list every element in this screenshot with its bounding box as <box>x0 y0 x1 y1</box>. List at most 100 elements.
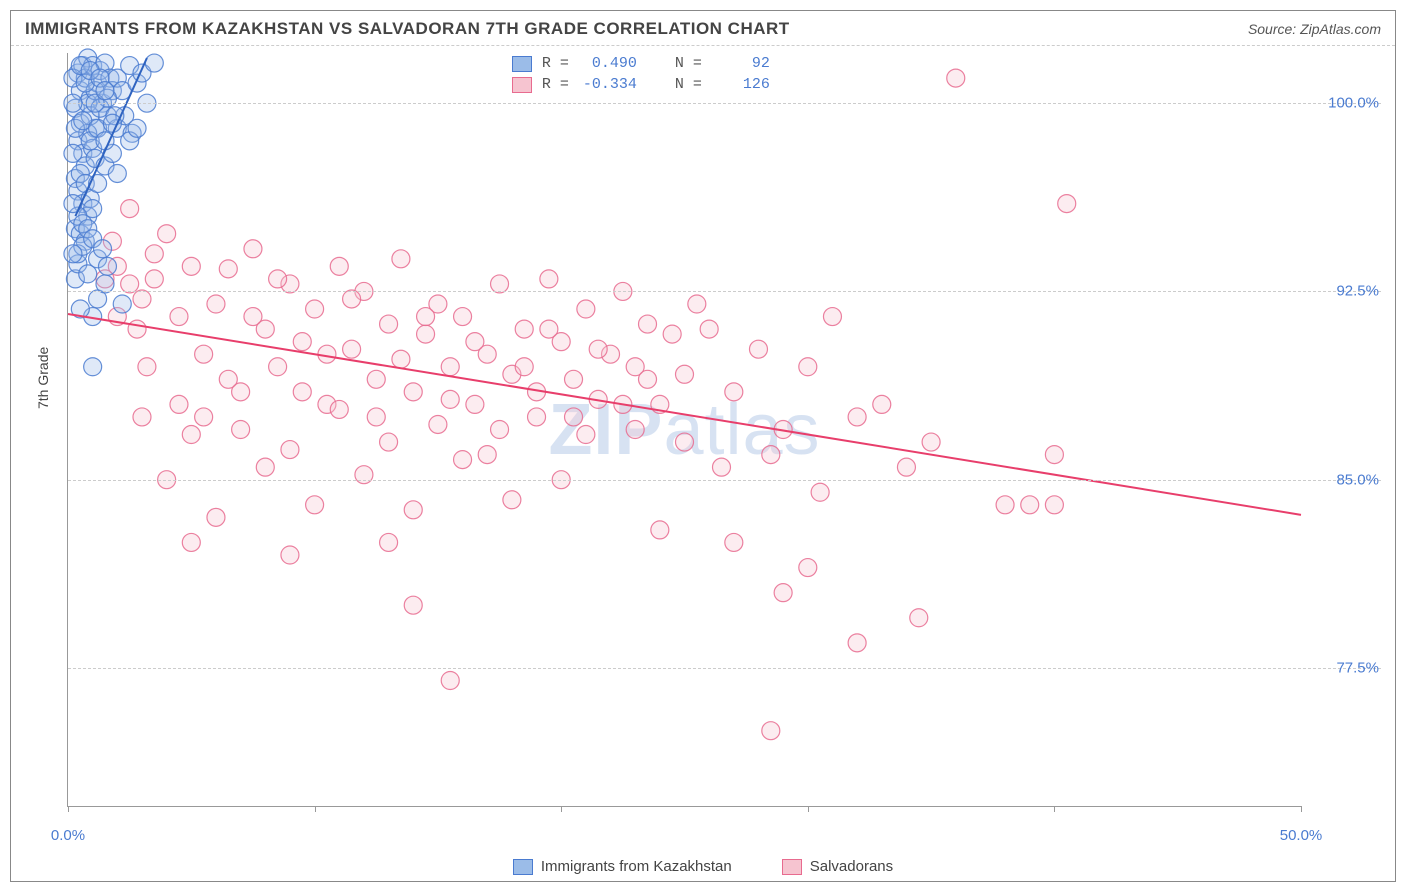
scatter-point <box>441 672 459 690</box>
scatter-point <box>429 415 447 433</box>
scatter-point <box>441 358 459 376</box>
source-attribution: Source: ZipAtlas.com <box>1248 21 1381 37</box>
trend-line <box>68 314 1301 515</box>
scatter-point <box>848 408 866 426</box>
scatter-point <box>158 225 176 243</box>
gridline-h <box>68 668 1381 669</box>
scatter-point <box>454 451 472 469</box>
series-legend: Immigrants from Kazakhstan Salvadorans <box>11 858 1395 875</box>
scatter-point <box>466 395 484 413</box>
scatter-svg <box>68 53 1301 806</box>
scatter-point <box>774 584 792 602</box>
x-tick-label: 0.0% <box>51 827 85 844</box>
scatter-point <box>281 546 299 564</box>
scatter-point <box>639 315 657 333</box>
scatter-point <box>947 69 965 87</box>
scatter-point <box>1045 446 1063 464</box>
scatter-point <box>182 257 200 275</box>
scatter-point <box>725 383 743 401</box>
scatter-point <box>712 458 730 476</box>
scatter-point <box>441 390 459 408</box>
scatter-point <box>503 491 521 509</box>
scatter-point <box>244 308 262 326</box>
scatter-point <box>996 496 1014 514</box>
scatter-point <box>676 433 694 451</box>
scatter-point <box>922 433 940 451</box>
chart-title: IMMIGRANTS FROM KAZAKHSTAN VS SALVADORAN… <box>25 19 790 39</box>
chart-container: IMMIGRANTS FROM KAZAKHSTAN VS SALVADORAN… <box>10 10 1396 882</box>
scatter-point <box>145 270 163 288</box>
scatter-point <box>540 320 558 338</box>
scatter-point <box>478 446 496 464</box>
scatter-point <box>269 358 287 376</box>
scatter-point <box>133 408 151 426</box>
scatter-point <box>762 446 780 464</box>
scatter-point <box>515 358 533 376</box>
scatter-point <box>367 370 385 388</box>
scatter-point <box>355 466 373 484</box>
scatter-point <box>330 257 348 275</box>
scatter-point <box>96 275 114 293</box>
scatter-point <box>749 340 767 358</box>
scatter-point <box>417 325 435 343</box>
scatter-point <box>1045 496 1063 514</box>
scatter-point <box>343 290 361 308</box>
scatter-point <box>182 426 200 444</box>
scatter-point <box>96 82 114 100</box>
scatter-point <box>64 245 82 263</box>
scatter-point <box>195 345 213 363</box>
legend-item-0: Immigrants from Kazakhstan <box>513 858 732 875</box>
legend-swatch-1 <box>782 859 802 875</box>
x-tick <box>1301 806 1302 812</box>
y-tick-label: 85.0% <box>1309 471 1379 488</box>
scatter-point <box>170 395 188 413</box>
scatter-point <box>108 164 126 182</box>
scatter-point <box>392 250 410 268</box>
scatter-point <box>897 458 915 476</box>
scatter-point <box>94 240 112 258</box>
scatter-point <box>380 315 398 333</box>
scatter-point <box>269 270 287 288</box>
scatter-point <box>528 408 546 426</box>
scatter-point <box>367 408 385 426</box>
scatter-point <box>145 245 163 263</box>
scatter-point <box>589 340 607 358</box>
y-axis-label: 7th Grade <box>35 347 51 409</box>
plot-wrap: 7th Grade ZIPatlas R = 0.490 N = 92 R = … <box>59 53 1381 825</box>
source-name: ZipAtlas.com <box>1300 21 1381 37</box>
gridline-h <box>68 291 1381 292</box>
gridline-h <box>68 480 1381 481</box>
scatter-point <box>873 395 891 413</box>
scatter-point <box>244 240 262 258</box>
scatter-point <box>799 559 817 577</box>
scatter-point <box>848 634 866 652</box>
scatter-point <box>145 54 163 72</box>
scatter-point <box>466 333 484 351</box>
scatter-point <box>417 308 435 326</box>
scatter-point <box>128 119 146 137</box>
scatter-point <box>84 358 102 376</box>
scatter-point <box>128 320 146 338</box>
scatter-point <box>281 441 299 459</box>
x-tick-label: 50.0% <box>1280 827 1323 844</box>
x-tick <box>808 806 809 812</box>
scatter-point <box>676 365 694 383</box>
scatter-point <box>219 260 237 278</box>
y-tick-label: 77.5% <box>1309 659 1379 676</box>
scatter-point <box>256 458 274 476</box>
scatter-point <box>491 421 509 439</box>
scatter-point <box>577 300 595 318</box>
scatter-point <box>306 300 324 318</box>
scatter-point <box>133 290 151 308</box>
scatter-point <box>762 722 780 740</box>
scatter-point <box>219 370 237 388</box>
scatter-point <box>577 426 595 444</box>
scatter-point <box>725 533 743 551</box>
scatter-point <box>540 270 558 288</box>
scatter-point <box>663 325 681 343</box>
legend-item-1: Salvadorans <box>782 858 893 875</box>
legend-label-0: Immigrants from Kazakhstan <box>541 858 732 875</box>
scatter-point <box>343 340 361 358</box>
scatter-point <box>491 275 509 293</box>
scatter-point <box>293 333 311 351</box>
